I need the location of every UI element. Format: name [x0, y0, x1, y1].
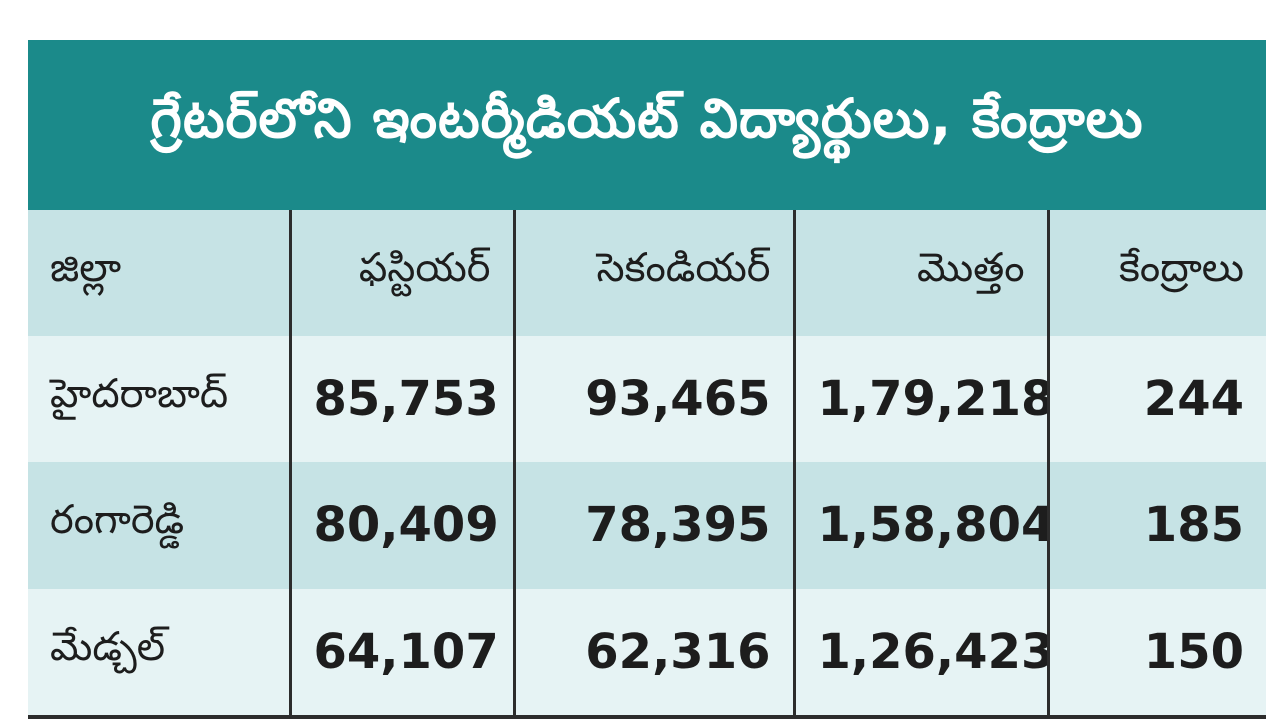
header-second-year: సెకండియర్	[512, 210, 794, 336]
header-row: జిల్లా ఫస్టియర్ సెకండియర్ మొత్తం కేంద్రా…	[28, 210, 1266, 336]
table-row: మేడ్చల్ 64,107 62,316 1,26,423 150	[28, 588, 1266, 715]
cell-centres: 185	[1046, 462, 1266, 589]
data-card: గ్రేటర్‌లోని ఇంటర్మీడియట్ విద్యార్థులు, …	[28, 40, 1266, 720]
cell-second-year: 78,395	[512, 462, 794, 589]
cell-total: 1,79,218	[792, 336, 1048, 463]
cell-district: మేడ్చల్	[28, 588, 290, 715]
header-district: జిల్లా	[28, 210, 290, 336]
cell-first-year: 64,107	[288, 588, 514, 715]
cell-centres: 150	[1046, 588, 1266, 715]
bottom-divider	[28, 715, 1266, 719]
cell-district: హైదరాబాద్	[28, 336, 290, 463]
cell-first-year: 80,409	[288, 462, 514, 589]
cell-district: రంగారెడ్డి	[28, 462, 290, 589]
cell-total: 1,26,423	[792, 588, 1048, 715]
cell-first-year: 85,753	[288, 336, 514, 463]
header-centres: కేంద్రాలు	[1046, 210, 1266, 336]
table-title: గ్రేటర్‌లోని ఇంటర్మీడియట్ విద్యార్థులు, …	[150, 86, 1144, 150]
cell-total: 1,58,804	[792, 462, 1048, 589]
table-row: హైదరాబాద్ 85,753 93,465 1,79,218 244	[28, 336, 1266, 463]
header-first-year: ఫస్టియర్	[288, 210, 514, 336]
cell-centres: 244	[1046, 336, 1266, 463]
header-total: మొత్తం	[792, 210, 1048, 336]
cell-second-year: 93,465	[512, 336, 794, 463]
table-row: రంగారెడ్డి 80,409 78,395 1,58,804 185	[28, 462, 1266, 589]
title-banner: గ్రేటర్‌లోని ఇంటర్మీడియట్ విద్యార్థులు, …	[28, 40, 1266, 210]
students-table: జిల్లా ఫస్టియర్ సెకండియర్ మొత్తం కేంద్రా…	[28, 210, 1266, 715]
cell-second-year: 62,316	[512, 588, 794, 715]
